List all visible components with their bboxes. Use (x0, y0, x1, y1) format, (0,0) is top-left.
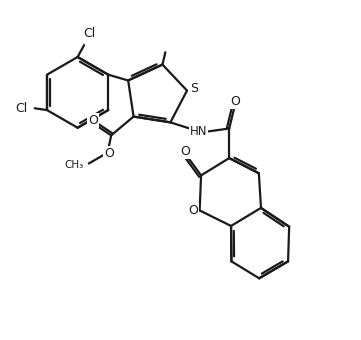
Text: HN: HN (190, 125, 207, 138)
Text: O: O (230, 95, 240, 108)
Text: O: O (180, 145, 191, 158)
Text: O: O (88, 114, 98, 128)
Text: O: O (104, 147, 114, 160)
Text: CH₃: CH₃ (64, 160, 83, 170)
Text: Cl: Cl (16, 102, 28, 115)
Text: S: S (190, 82, 198, 95)
Text: O: O (188, 204, 198, 217)
Text: Cl: Cl (83, 27, 96, 40)
